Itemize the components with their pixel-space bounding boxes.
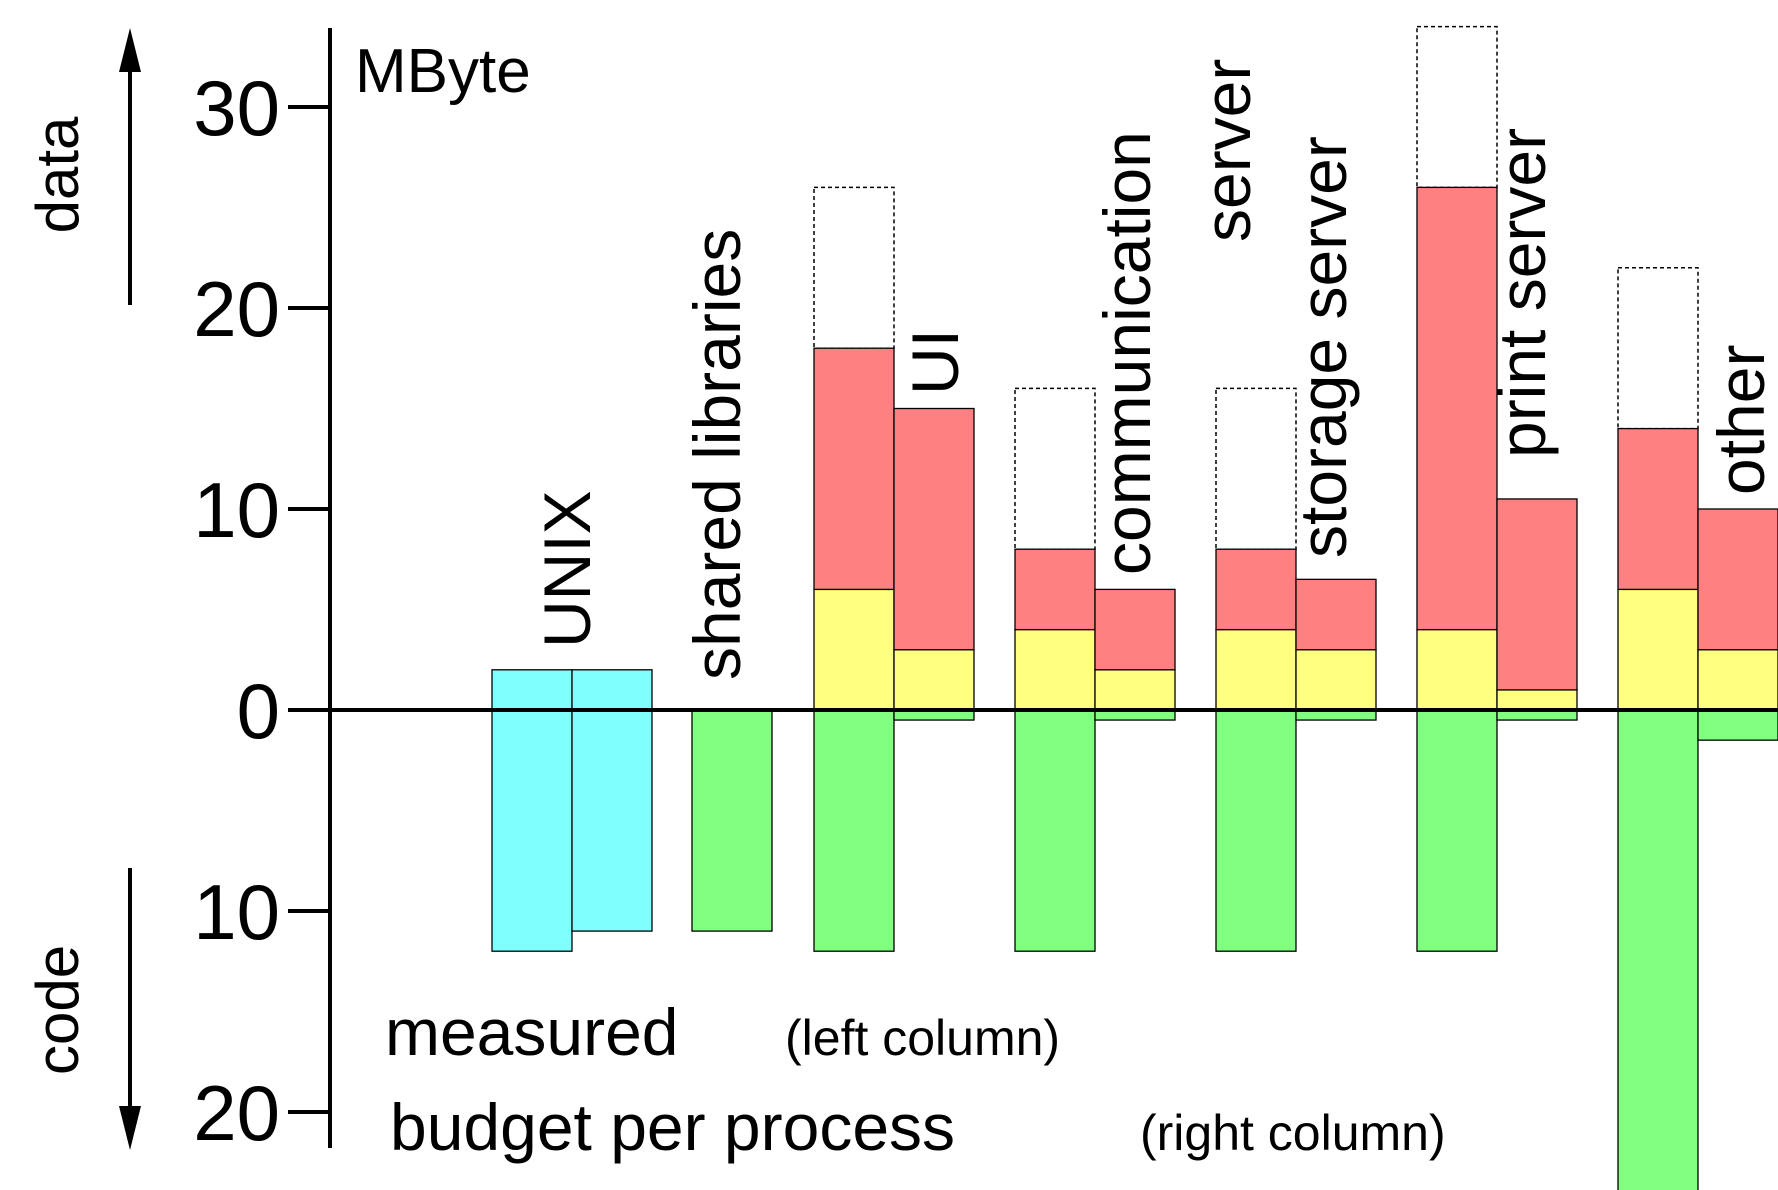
y-tick-label: 20 — [193, 1069, 280, 1157]
bar-budget-print-server-yellow_data — [1496, 689, 1578, 711]
bar-measured-ui-yellow_data — [813, 588, 895, 711]
y-tick-label: 30 — [193, 64, 280, 152]
bar-dashed-total-communication-server — [1014, 387, 1096, 550]
y-unit-label: MByte — [355, 37, 531, 106]
y-tick-label: 10 — [193, 868, 280, 956]
bar-budget-ui-red_data — [893, 407, 975, 651]
bar-budget-storage-server-red_data — [1295, 578, 1377, 651]
bar-measured-other-yellow_data — [1617, 588, 1699, 711]
bar-measured-storage-server-red_data — [1215, 548, 1297, 631]
bar-measured-print-server-code — [1416, 709, 1498, 952]
legend-budget-note: (right column) — [1140, 1105, 1446, 1161]
category-label-print-server: print server — [1485, 128, 1559, 458]
labels-layer: 30 20 10 0 10 20 MByte data code UNIX shared libra… — [24, 37, 1778, 1164]
category-label-unix: UNIX — [530, 490, 604, 648]
bar-budget-other-red_data — [1697, 508, 1778, 651]
y-tick-label: 10 — [193, 466, 280, 554]
bar-measured-storage-server-yellow_data — [1215, 628, 1297, 711]
bar-dashed-total-ui — [813, 186, 895, 349]
bar-budget-unix-unix — [571, 669, 653, 932]
bar-budget-communication-server-yellow_data — [1094, 669, 1176, 711]
bar-measured-communication-server-yellow_data — [1014, 628, 1096, 711]
bars-layer — [491, 25, 1778, 1190]
bar-budget-print-server-red_data — [1496, 498, 1578, 691]
bar-budget-ui-yellow_data — [893, 649, 975, 711]
axis-layer — [119, 28, 1778, 1150]
bar-measured-unix-unix — [491, 669, 573, 952]
legend-budget: budget per process — [390, 1090, 955, 1164]
bar-measured-communication-server-red_data — [1014, 548, 1096, 631]
bar-measured-ui-red_data — [813, 347, 895, 591]
data-direction-label: data — [24, 116, 91, 233]
bar-measured-ui-code — [813, 709, 895, 952]
code-down-arrow-head — [119, 1106, 141, 1150]
bar-measured-print-server-yellow_data — [1416, 628, 1498, 711]
bar-budget-communication-server-red_data — [1094, 588, 1176, 671]
code-direction-label: code — [24, 945, 91, 1075]
bar-budget-storage-server-yellow_data — [1295, 649, 1377, 711]
category-label-shared-libraries: shared libraries — [680, 229, 754, 680]
bar-budget-other-yellow_data — [1697, 649, 1778, 711]
bar-dashed-total-storage-server — [1215, 387, 1297, 550]
category-label-other: other — [1704, 345, 1778, 495]
category-label-communication-server: communication — [1090, 131, 1164, 575]
legend-measured: measured — [385, 995, 679, 1069]
bar-measured-other-code — [1617, 709, 1699, 1190]
category-label-ui: UI — [898, 329, 972, 395]
bar-measured-shared-libraries-code — [691, 709, 773, 932]
bar-measured-storage-server-code — [1215, 709, 1297, 952]
y-tick-label: 20 — [193, 265, 280, 353]
bar-dashed-total-other — [1617, 267, 1699, 430]
legend-measured-note: (left column) — [785, 1010, 1060, 1066]
data-up-arrow-head — [119, 28, 141, 72]
bar-budget-other-code — [1697, 709, 1778, 741]
category-label-communication-server-line2: server — [1190, 59, 1264, 242]
bar-measured-other-red_data — [1617, 427, 1699, 591]
y-tick-label: 0 — [237, 667, 280, 755]
bar-measured-communication-server-code — [1014, 709, 1096, 952]
category-label-storage-server: storage server — [1286, 136, 1360, 558]
bar-measured-print-server-red_data — [1416, 186, 1498, 631]
